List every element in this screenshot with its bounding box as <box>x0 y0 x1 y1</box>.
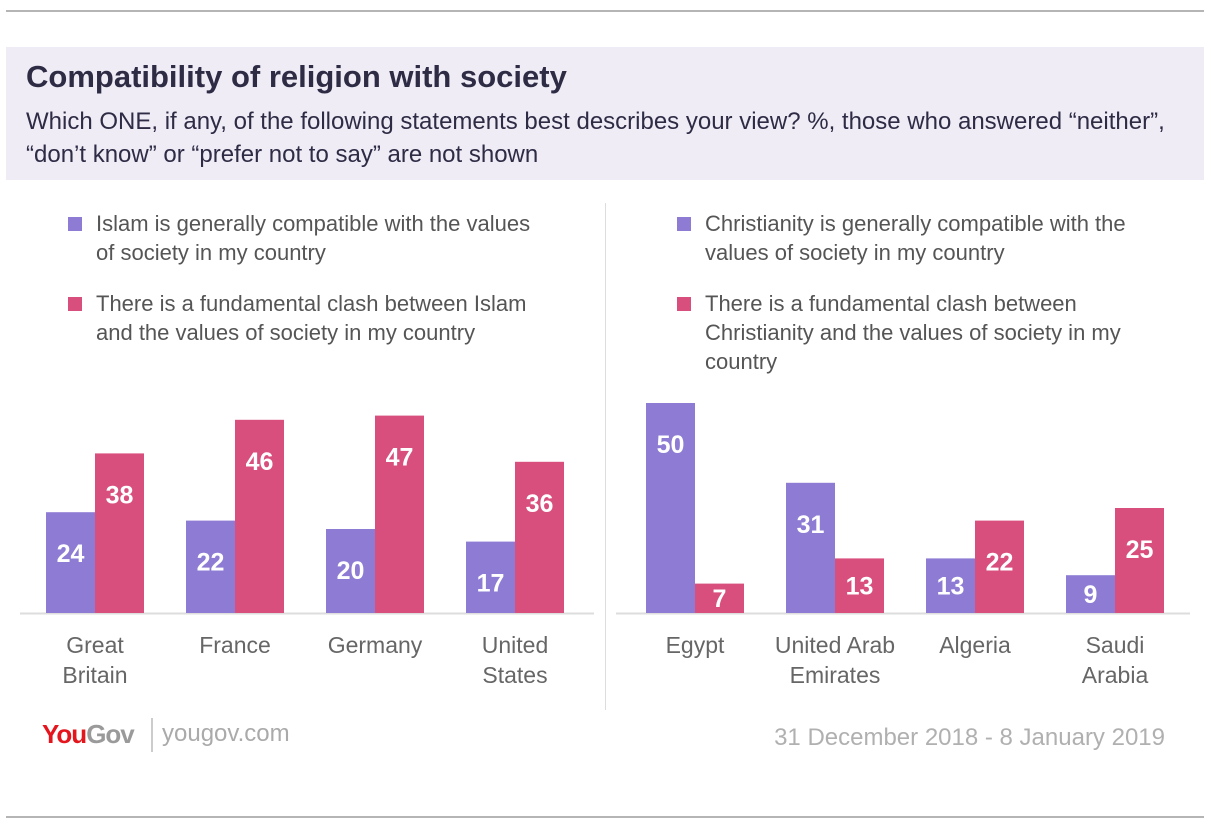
data-label: 24 <box>57 540 85 568</box>
data-label: 47 <box>386 444 414 472</box>
legend-label: Islam is generally compatible with the v… <box>96 211 531 265</box>
bar <box>326 529 375 613</box>
bar <box>466 541 515 613</box>
bar <box>186 520 235 613</box>
panel-divider <box>605 203 606 710</box>
data-label: 25 <box>1126 536 1154 564</box>
legend-swatch <box>68 217 82 231</box>
data-label: 22 <box>986 549 1014 577</box>
site-link: yougov.com <box>162 720 290 747</box>
category-label: United <box>482 632 548 658</box>
legend-label: Christianity is generally compatible wit… <box>705 211 1126 265</box>
bar <box>926 558 975 613</box>
bar <box>786 482 835 613</box>
category-label: Algeria <box>939 632 1011 658</box>
top-rule <box>6 10 1204 12</box>
data-label: 31 <box>797 511 825 539</box>
bar <box>1066 575 1115 613</box>
data-label: 50 <box>657 431 685 459</box>
bottom-rule <box>6 816 1204 818</box>
data-label: 36 <box>526 490 554 518</box>
bar <box>46 512 95 613</box>
chart-subtitle: Which ONE, if any, of the following stat… <box>26 108 1165 168</box>
legend-left: Islam is generally compatible with the v… <box>68 209 548 369</box>
category-label: States <box>482 662 547 688</box>
category-label: Saudi <box>1086 632 1145 658</box>
survey-date: 31 December 2018 - 8 January 2019 <box>774 724 1165 751</box>
bar <box>515 461 564 613</box>
data-label: 22 <box>197 549 225 577</box>
legend-item-clash: There is a fundamental clash between Isl… <box>68 289 548 347</box>
data-label: 9 <box>1084 581 1098 609</box>
category-label: Egypt <box>666 632 725 658</box>
data-label: 20 <box>337 557 365 585</box>
category-label: Arabia <box>1082 662 1149 688</box>
bar <box>646 403 695 613</box>
bar <box>695 583 744 613</box>
legend-item-compatible: Christianity is generally compatible wit… <box>677 209 1177 267</box>
legend-label: There is a fundamental clash between Chr… <box>705 291 1121 374</box>
logo-separator <box>151 718 153 752</box>
category-label: Emirates <box>790 662 881 688</box>
bar <box>1115 508 1164 613</box>
bar <box>95 453 144 613</box>
chart-title: Compatibility of religion with society <box>26 59 567 94</box>
category-label: Britain <box>62 662 127 688</box>
category-label: United Arab <box>775 632 895 658</box>
bar <box>235 419 284 613</box>
header: Compatibility of religion with society W… <box>6 47 1204 180</box>
legend-swatch <box>677 297 691 311</box>
data-label: 46 <box>246 448 274 476</box>
data-label: 7 <box>713 585 727 613</box>
legend-swatch <box>68 297 82 311</box>
legend-right: Christianity is generally compatible wit… <box>677 209 1177 398</box>
legend-item-compatible: Islam is generally compatible with the v… <box>68 209 548 267</box>
category-label: Germany <box>328 632 423 658</box>
bar <box>375 415 424 613</box>
legend-item-clash: There is a fundamental clash between Chr… <box>677 289 1177 376</box>
category-label: Great <box>66 632 124 658</box>
legend-label: There is a fundamental clash between Isl… <box>96 291 527 345</box>
bar <box>835 558 884 613</box>
data-label: 13 <box>846 573 874 601</box>
data-label: 13 <box>937 573 965 601</box>
data-label: 38 <box>106 481 134 509</box>
yougov-logo: YouGov <box>42 719 135 749</box>
bar <box>975 520 1024 613</box>
data-label: 17 <box>477 570 505 598</box>
legend-swatch <box>677 217 691 231</box>
category-label: France <box>199 632 271 658</box>
